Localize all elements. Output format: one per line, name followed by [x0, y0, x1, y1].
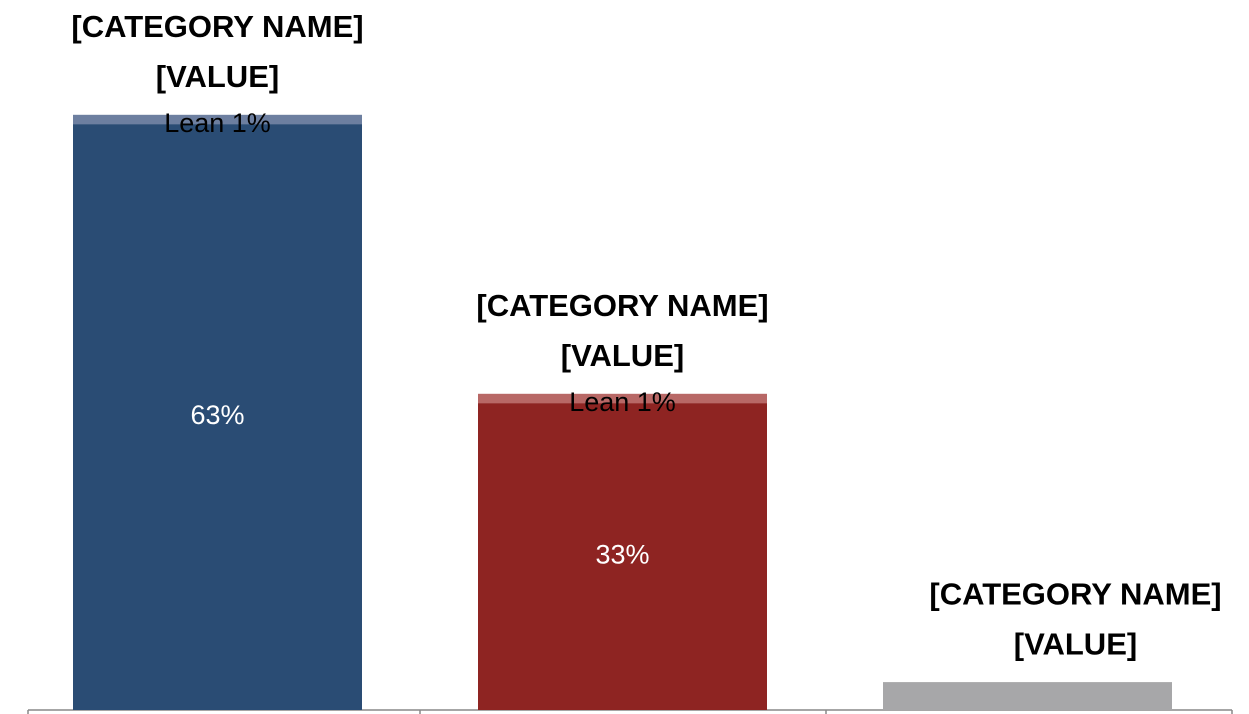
data-label: 63%	[190, 400, 244, 430]
category-label: [CATEGORY NAME]	[929, 576, 1221, 611]
bar-segment	[883, 682, 1172, 710]
data-label: Lean 1%	[569, 387, 676, 417]
bar-segment	[478, 403, 767, 710]
bar-segment	[478, 393, 767, 404]
category-label: [CATEGORY NAME]	[476, 288, 768, 323]
data-label: 33%	[595, 540, 649, 570]
total-label: [VALUE]	[156, 59, 279, 94]
total-label: [VALUE]	[1014, 626, 1137, 661]
total-label: [VALUE]	[561, 338, 684, 373]
category-label: [CATEGORY NAME]	[71, 9, 363, 44]
bar-segment	[73, 114, 362, 125]
data-label: Lean 1%	[164, 108, 271, 138]
bar-segment	[73, 124, 362, 711]
